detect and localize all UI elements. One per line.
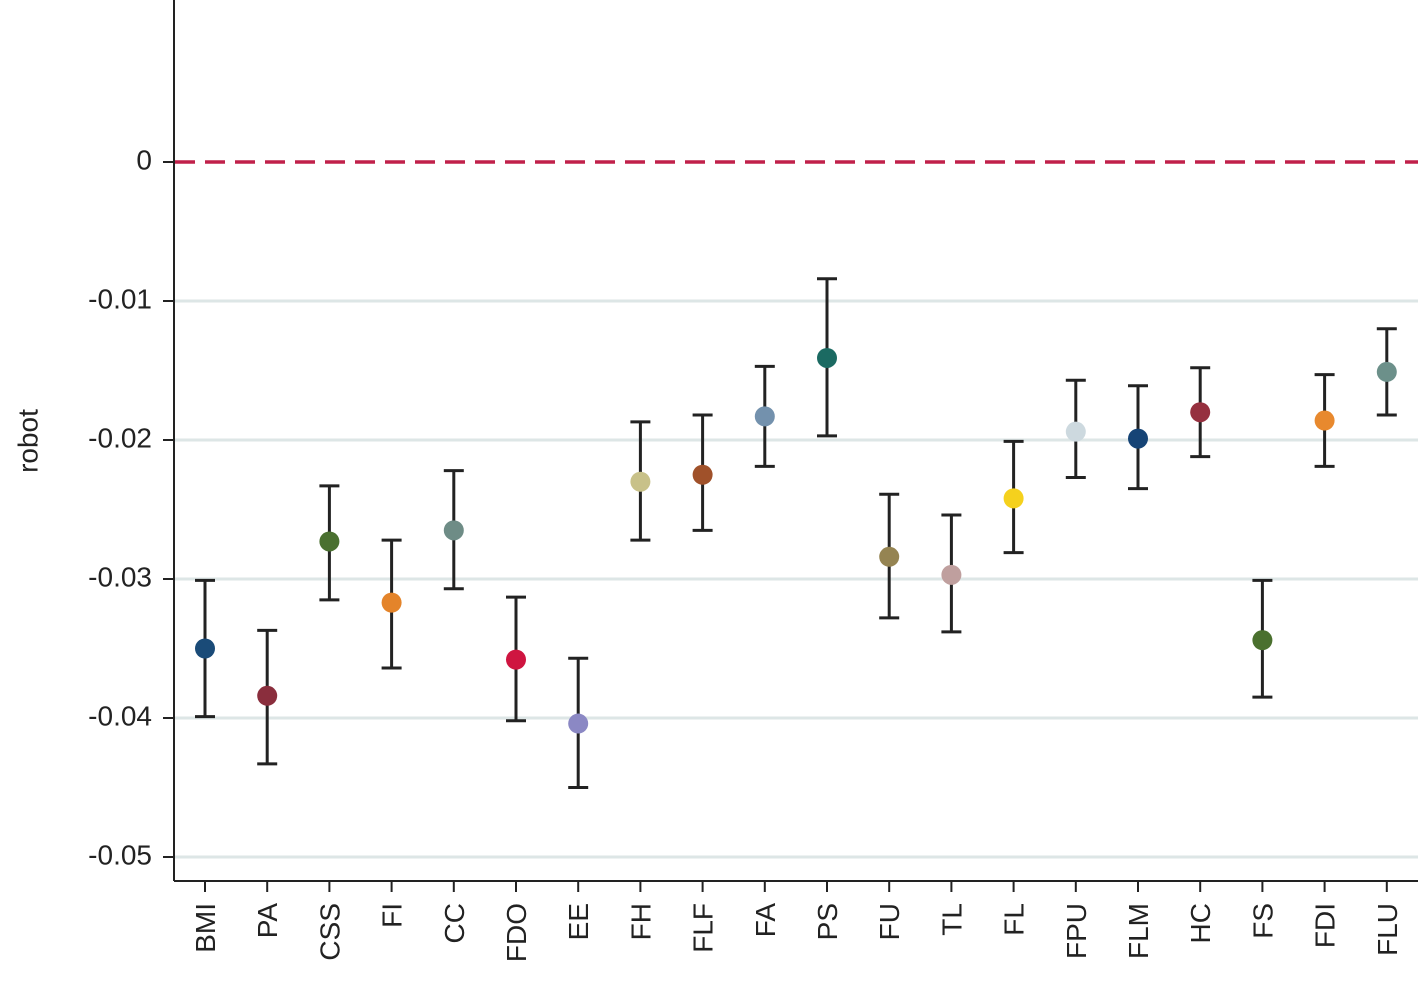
x-tick-label: FLU [1372,903,1403,956]
data-point [506,649,526,670]
x-tick-label: FU [874,903,905,940]
data-point [1252,630,1273,651]
data-point [195,638,215,659]
y-tick-label: 0 [136,144,152,175]
x-tick-label: FL [999,903,1030,936]
x-tick-label: FS [1247,903,1278,939]
grid-layer [175,299,1418,859]
x-tick-label: CSS [314,903,345,961]
data-point [879,546,900,567]
errorbar-layer [195,277,1397,789]
x-tick-label: FA [750,903,781,938]
x-tick-label: FLF [688,903,719,953]
x-tick-layer: BMI PA CSS FI CC FDO EE FH FLF FA PS FU TL FL FPU FLM HC… [190,881,1403,962]
y-tick-layer: 0 -0.01 -0.02 -0.03 -0.04 -0.05 [88,144,174,870]
x-tick-label: FI [377,903,408,928]
data-point [1376,361,1397,382]
data-point [1128,428,1148,449]
x-tick-label: FLM [1123,903,1154,959]
y-tick-label: -0.05 [88,839,152,870]
x-tick-label: PA [252,903,283,939]
y-tick-label: -0.03 [88,561,152,592]
y-tick-label: -0.02 [88,422,152,453]
x-tick-label: HC [1185,903,1216,943]
x-tick-label: FDO [501,903,532,962]
point-layer [195,347,1397,734]
x-tick-label: FPU [1061,903,1092,959]
data-point [381,592,402,613]
y-axis-title: robot [12,409,43,473]
data-point [319,531,340,552]
data-point [1190,402,1211,423]
y-tick-label: -0.04 [88,700,152,731]
x-tick-label: CC [439,903,470,943]
x-tick-label: FDI [1310,903,1341,948]
data-point [257,685,278,706]
x-tick-label: TL [936,903,967,936]
data-point [1314,410,1335,431]
data-point [1003,488,1024,509]
x-tick-label: FH [625,903,656,940]
data-point [692,464,713,485]
data-point [630,471,651,492]
y-tick-label: -0.01 [88,283,152,314]
data-point [754,406,775,427]
x-tick-label: BMI [190,903,221,953]
x-tick-label: PS [812,903,843,940]
data-point [568,713,589,734]
x-tick-label: EE [563,903,594,940]
data-point [941,564,962,585]
data-point [817,347,837,368]
data-point [443,520,464,541]
data-point [1065,421,1086,442]
